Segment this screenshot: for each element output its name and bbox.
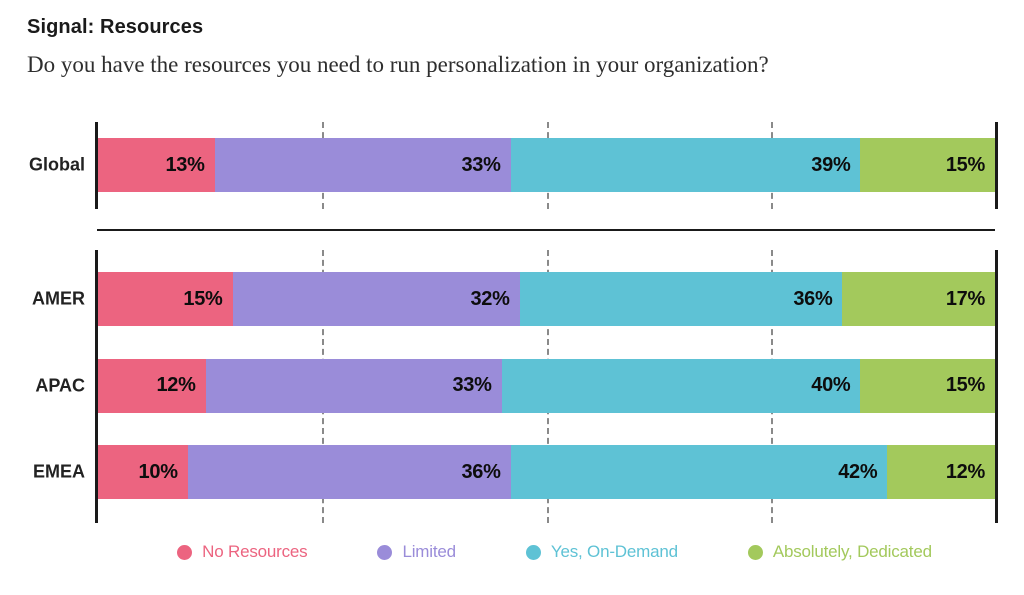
bar-row-emea: EMEA 10% 36% 42% 12% bbox=[33, 445, 995, 499]
category-label: EMEA bbox=[32, 461, 85, 482]
global-chart-panel: Global 13% 33% 39% 15% bbox=[29, 122, 998, 209]
bar-row-global: Global 13% 33% 39% 15% bbox=[29, 138, 995, 192]
bar-segment: 13% bbox=[98, 138, 215, 192]
bar-segment: 40% bbox=[501, 358, 861, 413]
legend-item: Limited bbox=[377, 542, 456, 562]
chart-subtitle: Do you have the resources you need to ru… bbox=[27, 52, 769, 77]
bar-segment: 12% bbox=[98, 358, 206, 413]
value-label: 33% bbox=[461, 153, 501, 176]
bar-segment: 42% bbox=[510, 445, 888, 499]
value-label: 33% bbox=[452, 374, 492, 396]
bar-segment: 39% bbox=[510, 138, 861, 192]
legend-label: Absolutely, Dedicated bbox=[772, 542, 932, 561]
bar-segment: 10% bbox=[98, 445, 188, 499]
legend-item: Yes, On-Demand bbox=[525, 542, 678, 562]
bar-segment: 33% bbox=[214, 138, 511, 192]
category-label: APAC bbox=[35, 375, 85, 395]
bar-segment: 15% bbox=[98, 272, 233, 326]
value-label: 12% bbox=[156, 374, 196, 396]
category-label: Global bbox=[28, 154, 85, 175]
legend-label: Yes, On-Demand bbox=[550, 542, 678, 561]
value-label: 42% bbox=[838, 460, 878, 483]
bar-segment: 32% bbox=[232, 272, 520, 326]
legend-dot-icon bbox=[525, 544, 541, 560]
bar-segment: 15% bbox=[860, 138, 995, 192]
legend: No Resources Limited Yes, On-Demand Absolut… bbox=[0, 542, 1024, 562]
bar-segment: 17% bbox=[842, 272, 995, 326]
panel-separator-line bbox=[97, 229, 995, 231]
value-label: 36% bbox=[793, 287, 833, 310]
value-label: 36% bbox=[461, 460, 501, 483]
bar-row-apac: APAC 12% 33% 40% 15% bbox=[35, 358, 995, 413]
category-label: AMER bbox=[32, 288, 85, 309]
legend-dot-icon bbox=[377, 544, 393, 560]
bar-segment: 12% bbox=[887, 445, 995, 499]
legend-label: Limited bbox=[402, 542, 456, 561]
legend-item: No Resources bbox=[177, 542, 308, 562]
chart-title: Signal: Resources bbox=[27, 16, 204, 38]
bar-segment: 15% bbox=[860, 358, 995, 413]
value-label: 15% bbox=[945, 374, 985, 396]
legend-label: No Resources bbox=[202, 542, 308, 561]
value-label: 32% bbox=[470, 287, 510, 310]
value-label: 15% bbox=[945, 153, 985, 176]
value-label: 10% bbox=[138, 460, 178, 483]
legend-item: Absolutely, Dedicated bbox=[747, 542, 932, 562]
legend-dot-icon bbox=[177, 544, 193, 560]
bar-segment: 36% bbox=[187, 445, 511, 499]
value-label: 12% bbox=[945, 460, 985, 483]
bar-segment: 36% bbox=[519, 272, 843, 326]
value-label: 15% bbox=[183, 287, 223, 310]
value-label: 40% bbox=[811, 374, 851, 396]
value-label: 39% bbox=[811, 153, 851, 176]
regional-chart-panel: AMER 15% 32% 36% 17% APAC 12% 33% 40% 15% EMEA 10% 3… bbox=[32, 250, 998, 523]
bar-row-amer: AMER 15% 32% 36% 17% bbox=[32, 272, 995, 326]
value-label: 17% bbox=[945, 287, 985, 310]
bar-segment: 33% bbox=[205, 358, 502, 413]
legend-dot-icon bbox=[747, 544, 763, 560]
value-label: 13% bbox=[165, 153, 205, 176]
